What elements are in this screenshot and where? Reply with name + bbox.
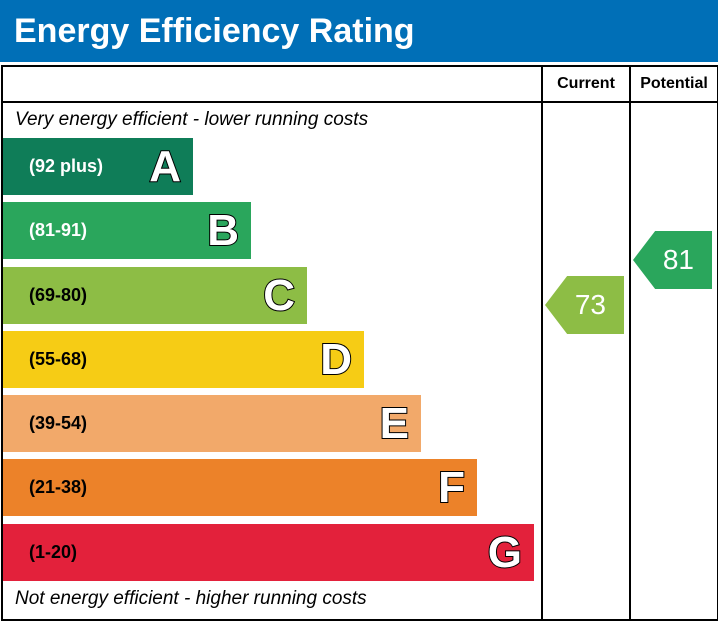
band-letter: E [379, 398, 410, 449]
band-e: (39-54) E [3, 395, 421, 452]
band-letter: B [206, 205, 240, 256]
band-letter: D [319, 334, 353, 385]
band-range: (81-91) [29, 220, 88, 240]
band-c: (69-80) C [3, 267, 307, 324]
bottom-note: Not energy efficient - higher running co… [15, 588, 367, 609]
potential-rating-arrow: 81 [633, 231, 712, 289]
top-note: Very energy efficient - lower running co… [15, 109, 369, 130]
band-letter: F [437, 462, 466, 513]
band-d: (55-68) D [3, 331, 364, 388]
band-range: (92 plus) [29, 156, 104, 176]
band-b: (81-91) B [3, 202, 251, 259]
band-range: (55-68) [29, 349, 88, 369]
band-range: (21-38) [29, 477, 88, 497]
current-header: Current [557, 75, 615, 92]
band-letter: A [148, 141, 182, 192]
band-f: (21-38) F [3, 459, 477, 516]
potential-header: Potential [640, 75, 708, 92]
band-range: (1-20) [29, 542, 78, 562]
page-title: Energy Efficiency Rating [0, 0, 718, 62]
divider [541, 65, 543, 619]
divider [629, 65, 631, 619]
band-range: (69-80) [29, 285, 88, 305]
band-g: (1-20) G [3, 524, 534, 581]
divider [1, 101, 717, 103]
band-a: (92 plus) A [3, 138, 193, 195]
band-range: (39-54) [29, 413, 88, 433]
band-letter: G [487, 527, 523, 578]
band-letter: C [262, 270, 296, 321]
